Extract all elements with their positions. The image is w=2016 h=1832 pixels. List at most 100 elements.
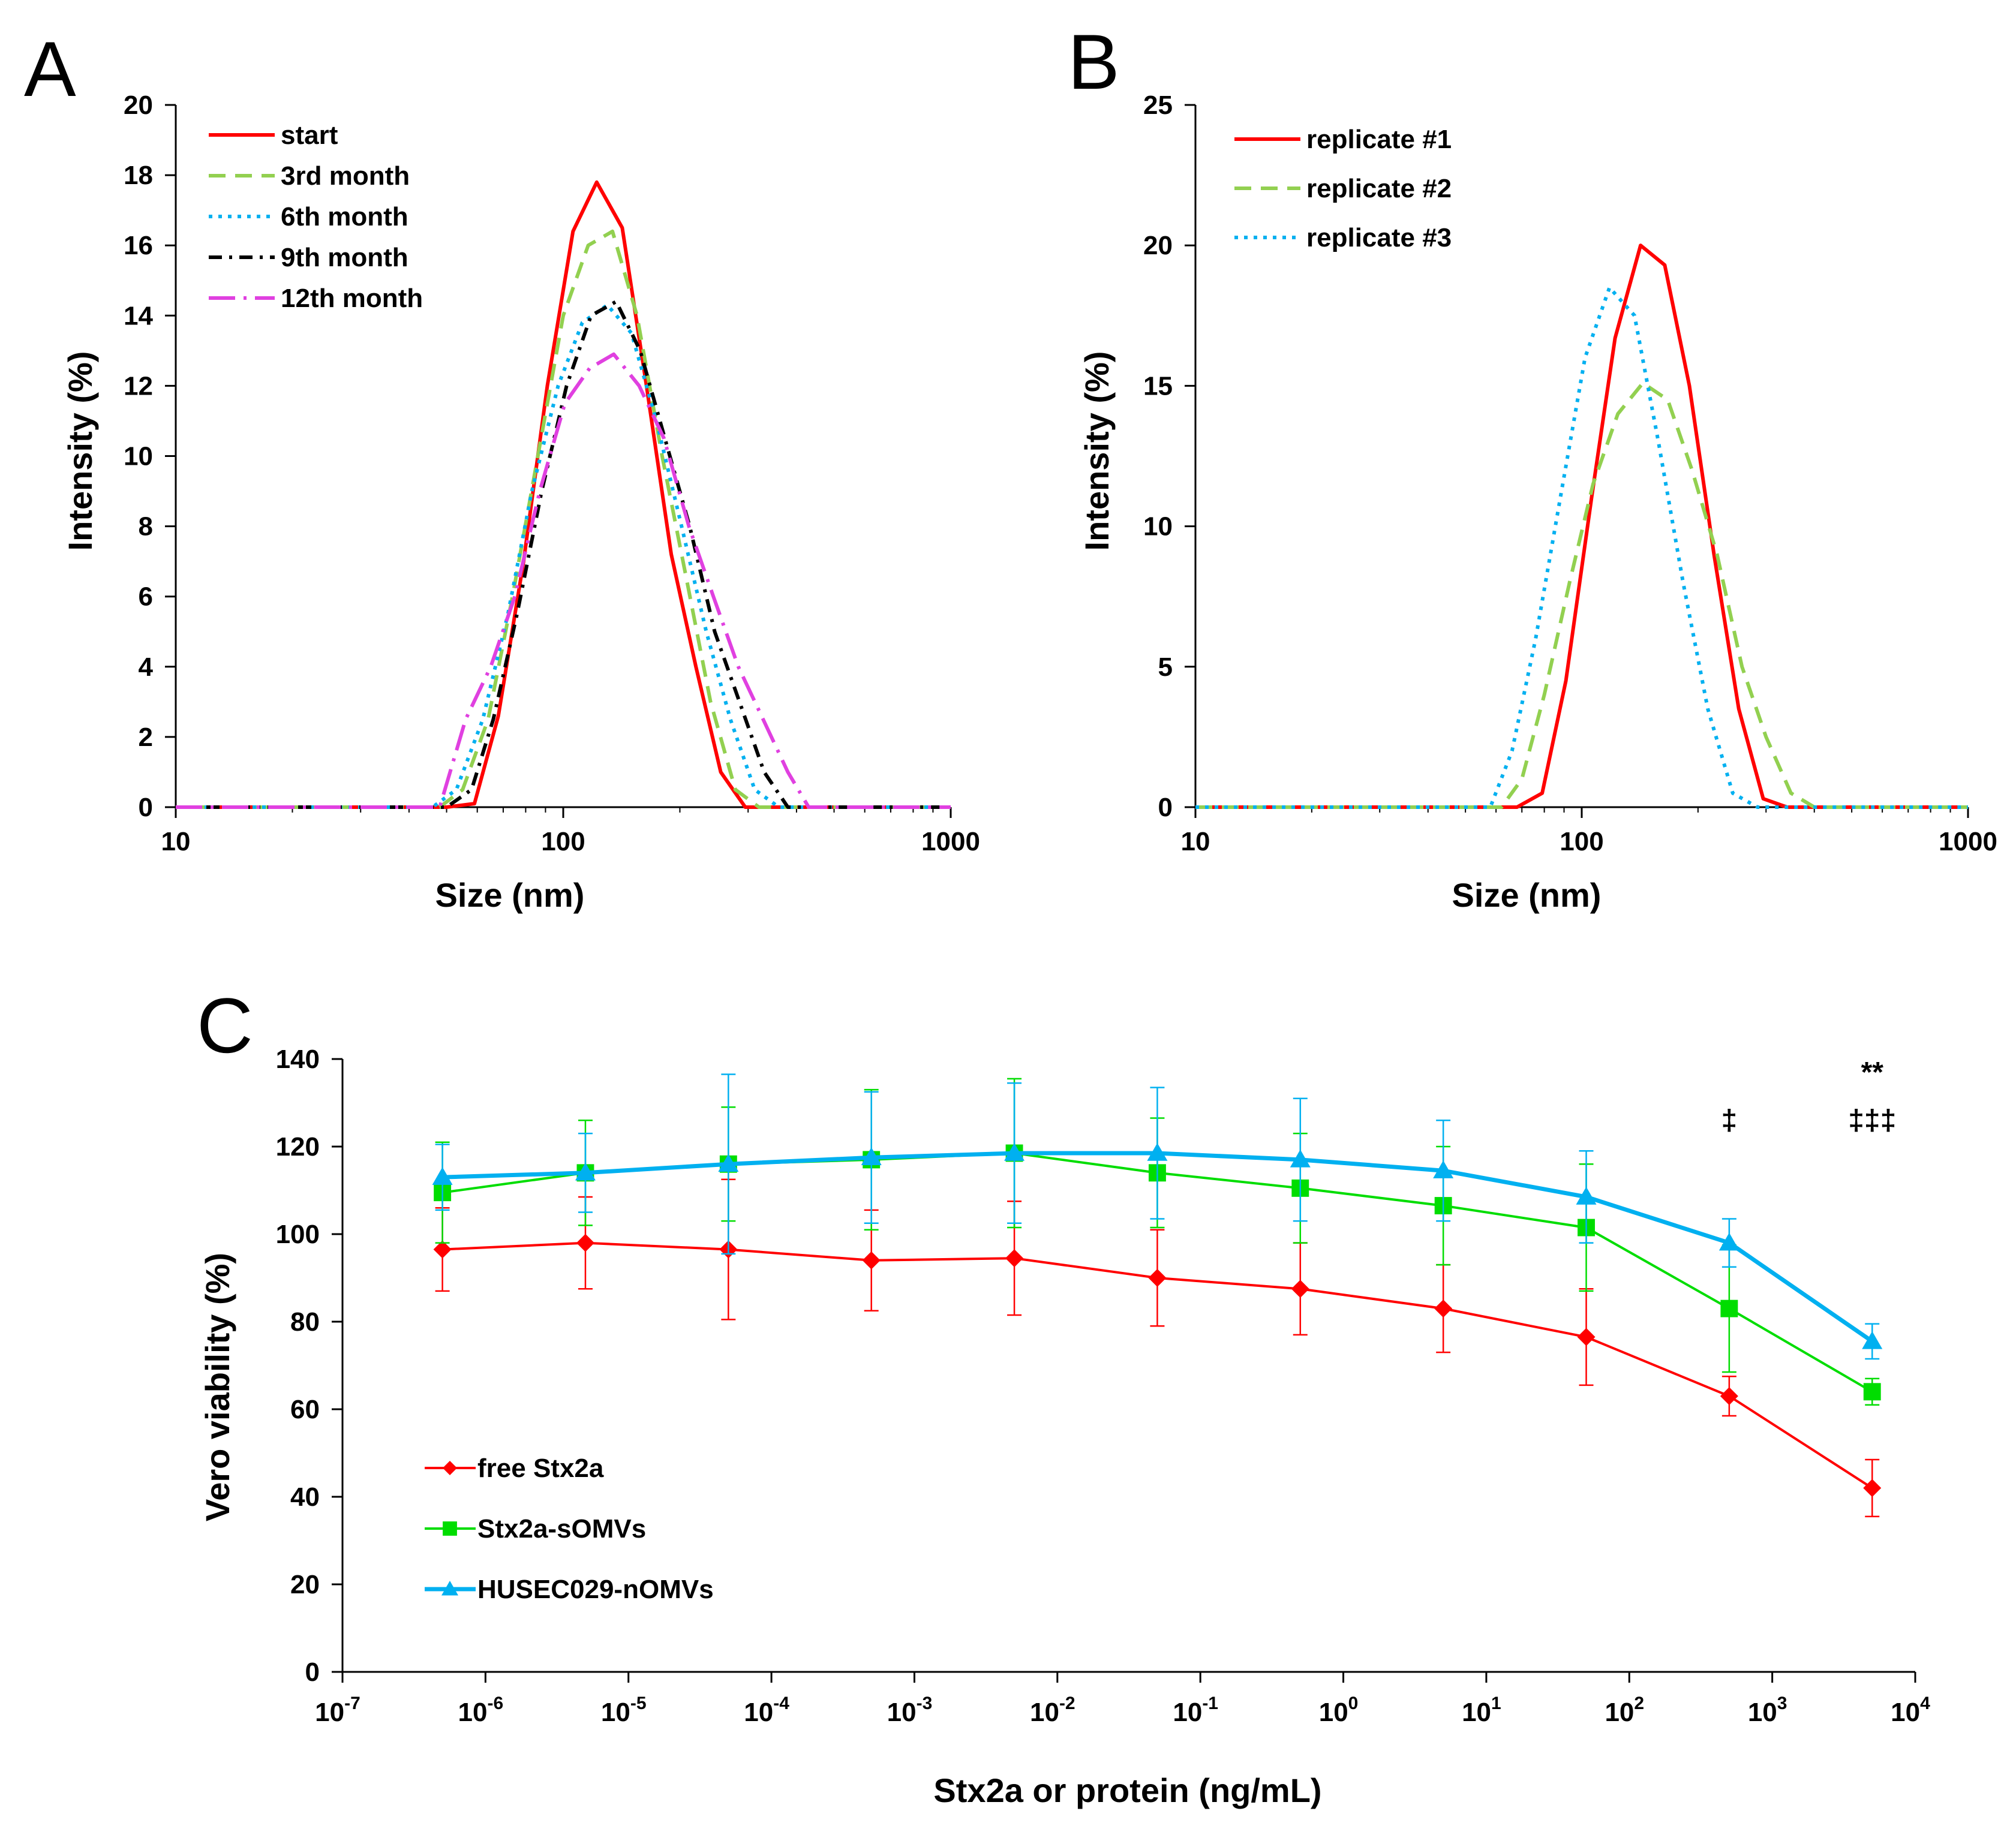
y-tick-label: 140 <box>276 1045 320 1074</box>
panel-a-series <box>176 180 951 809</box>
panel-a-xlabel: Size (nm) <box>435 876 585 914</box>
x-tick-label: 10-1 <box>1173 1693 1218 1727</box>
series-line-6th-month <box>176 303 951 809</box>
series-line-start <box>176 180 951 809</box>
data-point <box>862 1251 881 1270</box>
data-point <box>1147 1142 1168 1161</box>
y-tick-label: 20 <box>290 1570 320 1599</box>
error-bars <box>435 1178 1880 1518</box>
significance-marker: ** <box>1861 1057 1884 1088</box>
legend-label: replicate #2 <box>1306 174 1452 203</box>
y-tick-label: 20 <box>124 91 153 120</box>
data-point <box>441 1581 458 1596</box>
data-point <box>443 1461 457 1475</box>
data-point <box>433 1240 452 1259</box>
y-tick-label: 100 <box>276 1220 320 1249</box>
legend-label: replicate #3 <box>1306 223 1452 252</box>
panel-label-a: A <box>24 25 76 113</box>
panel-a-ylabel: Intensity (%) <box>61 351 99 551</box>
legend-label: free Stx2a <box>477 1454 604 1483</box>
legend-label: Stx2a-sOMVs <box>477 1514 646 1544</box>
panel-c-xlabel: Stx2a or protein (ng/mL) <box>933 1771 1321 1809</box>
data-point <box>1291 1280 1309 1298</box>
y-tick-label: 8 <box>139 512 153 542</box>
legend-label: 6th month <box>281 202 408 231</box>
y-tick-label: 12 <box>124 371 153 401</box>
y-tick-label: 2 <box>139 723 153 752</box>
data-point <box>861 1147 882 1165</box>
data-point <box>1720 1299 1738 1317</box>
y-tick-label: 60 <box>290 1395 320 1424</box>
y-tick-label: 5 <box>1158 652 1173 682</box>
legend-label: 9th month <box>281 243 408 272</box>
y-tick-label: 20 <box>1143 231 1173 260</box>
legend-label: start <box>281 121 338 150</box>
significance-marker: ‡‡‡ <box>1848 1105 1896 1136</box>
data-point <box>1718 1232 1739 1251</box>
x-tick-label: 100 <box>541 827 585 856</box>
panel-b-legend: replicate #1 replicate #2 replicate #3 <box>1234 125 1452 252</box>
x-tick-label: 102 <box>1605 1693 1644 1727</box>
data-point <box>1434 1299 1453 1318</box>
y-tick-label: 10 <box>1143 512 1173 542</box>
data-point <box>718 1154 739 1172</box>
panel-c-annotations: ‡ ** ‡‡‡ <box>1721 1057 1897 1136</box>
panel-c-ticks: 0 20 40 60 80 100 120 140 10-7 10-6 10-5 10-4 10-3 10… <box>276 1045 1931 1727</box>
series-line-replicate-3 <box>1195 285 1968 809</box>
panel-a-ticks: 0 2 4 6 8 10 12 14 16 18 20 10 100 1000 <box>124 91 980 856</box>
data-point <box>1863 1383 1881 1401</box>
x-tick-label: 10-5 <box>601 1693 647 1727</box>
y-tick-label: 0 <box>305 1657 320 1687</box>
x-tick-label: 10-4 <box>744 1693 789 1727</box>
legend-label: replicate #1 <box>1306 125 1452 154</box>
legend-label: HUSEC029-nOMVs <box>477 1575 714 1604</box>
series-line-replicate-2 <box>1195 381 1968 809</box>
y-tick-label: 80 <box>290 1307 320 1337</box>
x-tick-label: 10-3 <box>887 1693 933 1727</box>
data-point <box>1290 1149 1311 1168</box>
data-point <box>576 1234 594 1252</box>
series-line-replicate-1 <box>1195 243 1968 809</box>
panel-label-b: B <box>1068 18 1120 106</box>
x-tick-label: 103 <box>1748 1693 1787 1727</box>
data-point <box>1720 1387 1738 1406</box>
data-point <box>1148 1269 1167 1287</box>
series-line-12th-month <box>176 352 951 809</box>
y-tick-label: 0 <box>139 793 153 822</box>
significance-marker: ‡ <box>1721 1105 1738 1136</box>
x-tick-label: 10-7 <box>315 1693 360 1727</box>
data-point <box>443 1521 457 1536</box>
panel-c: C 0 20 40 60 80 100 120 140 10-7 10-6 10-5 10-4 10-3… <box>197 982 1930 1809</box>
data-point <box>1863 1479 1882 1497</box>
panel-c-legend: free Stx2a Stx2a-sOMVs HUSEC029-nOMVs <box>425 1454 714 1604</box>
series-line-3rd-month <box>176 229 951 809</box>
y-tick-label: 4 <box>139 652 154 682</box>
panel-a: A 0 2 4 6 8 10 12 14 16 18 20 10 100 1000 start 3rd mo… <box>24 25 980 914</box>
data-point <box>1576 1186 1597 1205</box>
legend-label: 12th month <box>281 284 423 313</box>
series-line-9th-month <box>176 299 951 809</box>
data-point <box>1005 1249 1024 1268</box>
y-tick-label: 14 <box>124 301 153 330</box>
data-point <box>575 1162 596 1181</box>
y-tick-label: 16 <box>124 231 153 260</box>
x-tick-label: 100 <box>1560 827 1603 856</box>
y-tick-label: 25 <box>1143 91 1173 120</box>
panel-b-series <box>1195 243 1968 809</box>
panel-c-series <box>432 1073 1883 1518</box>
legend-label: 3rd month <box>281 161 410 191</box>
panel-b-xlabel: Size (nm) <box>1452 876 1602 914</box>
data-point <box>1862 1331 1883 1349</box>
y-tick-label: 15 <box>1143 371 1173 401</box>
x-tick-label: 100 <box>1319 1693 1359 1727</box>
panel-a-legend: start 3rd month 6th month 9th month 12th mon… <box>209 121 423 313</box>
x-tick-label: 10 <box>1181 827 1210 856</box>
y-tick-label: 6 <box>139 582 153 612</box>
data-point <box>1433 1160 1454 1178</box>
y-tick-label: 40 <box>290 1482 320 1512</box>
y-tick-label: 120 <box>276 1132 320 1162</box>
x-tick-label: 1000 <box>1939 827 1997 856</box>
panel-b-ylabel: Intensity (%) <box>1078 351 1116 551</box>
